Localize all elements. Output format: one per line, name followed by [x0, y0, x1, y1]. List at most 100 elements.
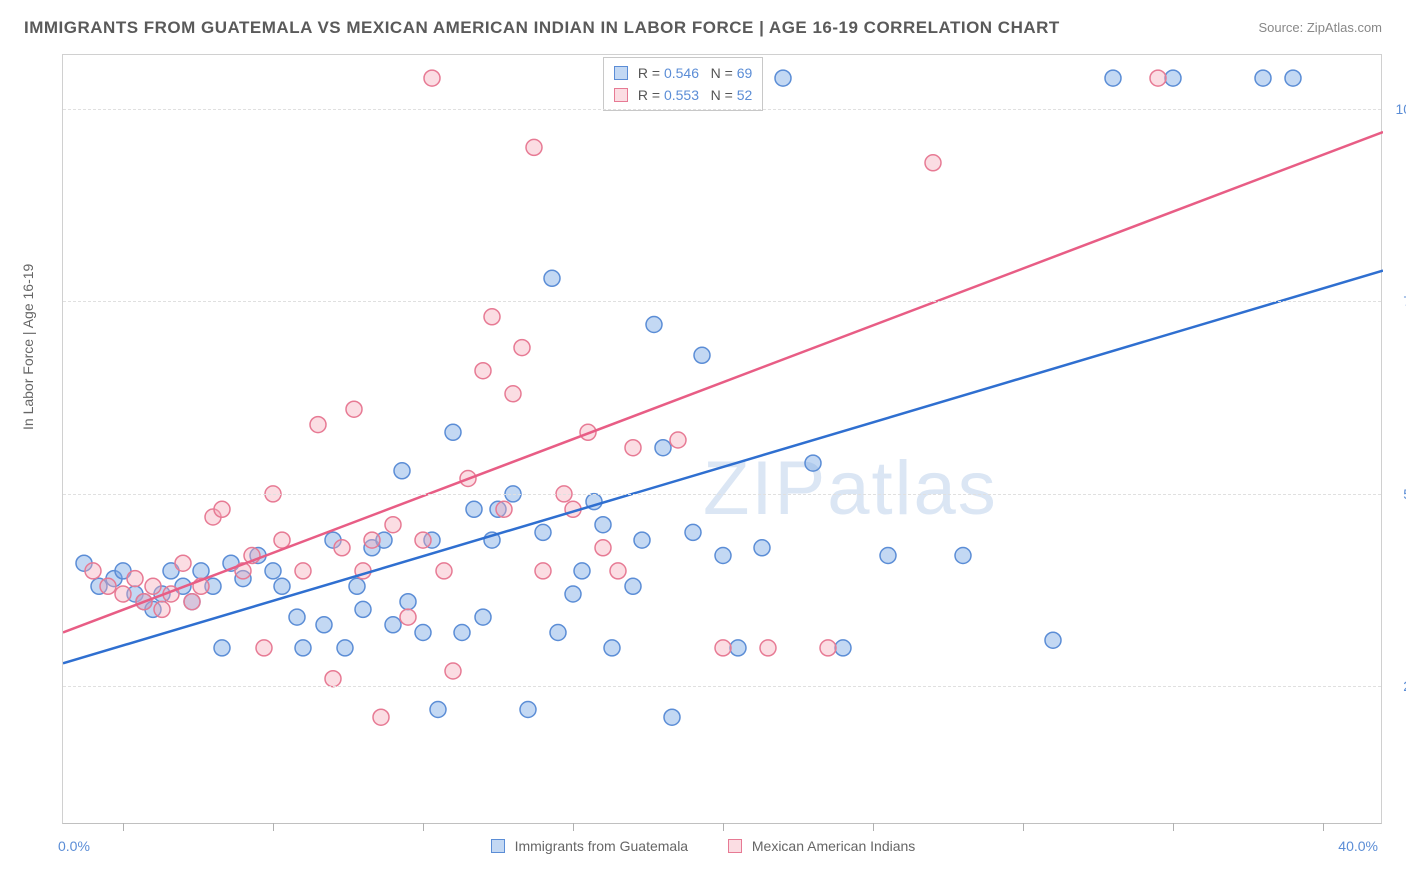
- source-attribution: Source: ZipAtlas.com: [1258, 20, 1382, 35]
- data-point-pink: [496, 501, 512, 517]
- data-point-pink: [385, 517, 401, 533]
- data-point-blue: [805, 455, 821, 471]
- data-point-pink: [334, 540, 350, 556]
- data-point-pink: [595, 540, 611, 556]
- data-point-pink: [400, 609, 416, 625]
- data-point-blue: [715, 548, 731, 564]
- legend-label: Immigrants from Guatemala: [515, 838, 689, 854]
- data-point-blue: [316, 617, 332, 633]
- y-tick-label: 50.0%: [1387, 486, 1406, 502]
- data-point-blue: [274, 578, 290, 594]
- data-point-blue: [1105, 70, 1121, 86]
- data-point-pink: [85, 563, 101, 579]
- n-value-blue: 69: [737, 65, 753, 81]
- chart-container: IMMIGRANTS FROM GUATEMALA VS MEXICAN AME…: [0, 0, 1406, 892]
- y-tick-label: 100.0%: [1387, 101, 1406, 117]
- data-point-pink: [445, 663, 461, 679]
- data-point-blue: [193, 563, 209, 579]
- data-point-pink: [184, 594, 200, 610]
- data-point-blue: [430, 702, 446, 718]
- data-point-blue: [775, 70, 791, 86]
- data-point-blue: [1165, 70, 1181, 86]
- data-point-pink: [505, 386, 521, 402]
- data-point-pink: [127, 571, 143, 587]
- legend-label: Mexican American Indians: [752, 838, 915, 854]
- data-point-pink: [475, 363, 491, 379]
- r-value-pink: 0.553: [664, 87, 699, 103]
- data-point-blue: [1255, 70, 1271, 86]
- data-point-blue: [355, 601, 371, 617]
- data-point-pink: [115, 586, 131, 602]
- data-point-blue: [646, 317, 662, 333]
- legend-swatch-pink: [614, 88, 628, 102]
- data-point-blue: [415, 625, 431, 641]
- legend-row: R = 0.546 N = 69: [614, 62, 752, 84]
- data-point-pink: [325, 671, 341, 687]
- data-point-pink: [484, 309, 500, 325]
- data-point-pink: [373, 709, 389, 725]
- data-point-blue: [535, 524, 551, 540]
- data-point-pink: [436, 563, 452, 579]
- scatter-svg: [63, 55, 1383, 825]
- data-point-blue: [694, 347, 710, 363]
- r-value-blue: 0.546: [664, 65, 699, 81]
- data-point-blue: [295, 640, 311, 656]
- y-tick-label: 75.0%: [1387, 293, 1406, 309]
- data-point-pink: [715, 640, 731, 656]
- data-point-pink: [256, 640, 272, 656]
- data-point-blue: [385, 617, 401, 633]
- data-point-pink: [364, 532, 380, 548]
- data-point-blue: [655, 440, 671, 456]
- data-point-blue: [880, 548, 896, 564]
- data-point-pink: [295, 563, 311, 579]
- data-point-pink: [154, 601, 170, 617]
- data-point-pink: [760, 640, 776, 656]
- data-point-blue: [337, 640, 353, 656]
- data-point-pink: [610, 563, 626, 579]
- data-point-pink: [415, 532, 431, 548]
- legend-item: Mexican American Indians: [728, 838, 915, 854]
- data-point-blue: [754, 540, 770, 556]
- data-point-pink: [274, 532, 290, 548]
- data-point-blue: [454, 625, 470, 641]
- n-value-pink: 52: [737, 87, 753, 103]
- data-point-blue: [685, 524, 701, 540]
- data-point-pink: [925, 155, 941, 171]
- correlation-legend: R = 0.546 N = 69 R = 0.553 N = 52: [603, 57, 763, 111]
- data-point-blue: [550, 625, 566, 641]
- data-point-pink: [346, 401, 362, 417]
- data-point-pink: [175, 555, 191, 571]
- data-point-blue: [595, 517, 611, 533]
- data-point-blue: [466, 501, 482, 517]
- data-point-blue: [1285, 70, 1301, 86]
- y-axis-label: In Labor Force | Age 16-19: [20, 264, 36, 430]
- data-point-blue: [1045, 632, 1061, 648]
- data-point-pink: [145, 578, 161, 594]
- data-point-blue: [835, 640, 851, 656]
- data-point-blue: [394, 463, 410, 479]
- data-point-pink: [670, 432, 686, 448]
- data-point-blue: [289, 609, 305, 625]
- y-tick-label: 25.0%: [1387, 678, 1406, 694]
- data-point-blue: [664, 709, 680, 725]
- data-point-pink: [820, 640, 836, 656]
- data-point-blue: [955, 548, 971, 564]
- data-point-pink: [535, 563, 551, 579]
- data-point-blue: [214, 640, 230, 656]
- data-point-blue: [265, 563, 281, 579]
- chart-title: IMMIGRANTS FROM GUATEMALA VS MEXICAN AME…: [24, 18, 1060, 38]
- data-point-blue: [565, 586, 581, 602]
- series-legend: Immigrants from Guatemala Mexican Americ…: [0, 838, 1406, 854]
- legend-row: R = 0.553 N = 52: [614, 84, 752, 106]
- data-point-blue: [445, 424, 461, 440]
- data-point-pink: [526, 139, 542, 155]
- data-point-blue: [574, 563, 590, 579]
- data-point-blue: [634, 532, 650, 548]
- data-point-blue: [520, 702, 536, 718]
- data-point-blue: [349, 578, 365, 594]
- data-point-pink: [514, 340, 530, 356]
- data-point-pink: [310, 417, 326, 433]
- data-point-pink: [214, 501, 230, 517]
- data-point-blue: [730, 640, 746, 656]
- trend-line-blue: [63, 271, 1383, 664]
